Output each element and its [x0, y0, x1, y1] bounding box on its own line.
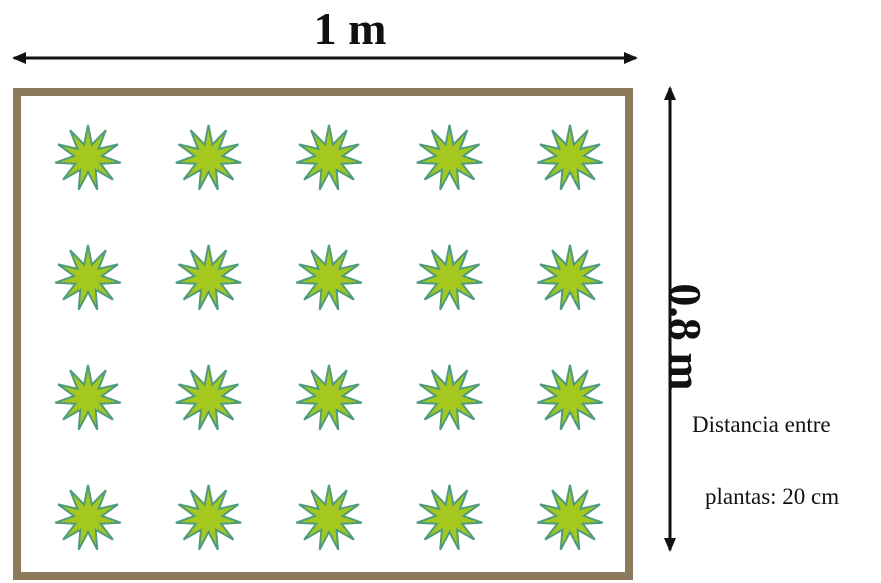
plant-star-icon	[416, 244, 483, 311]
spacing-note-line-1: Distancia entre	[692, 412, 831, 437]
plant-star-icon	[416, 124, 483, 191]
width-label: 1 m	[313, 3, 387, 54]
plant-star-icon	[416, 364, 483, 431]
plant-star-icon	[536, 124, 604, 191]
plant-star-icon	[175, 124, 242, 191]
plant-grid	[54, 124, 604, 551]
plant-star-icon	[536, 244, 604, 311]
spacing-note-line-2: plantas: 20 cm	[705, 484, 840, 509]
plant-star-icon	[54, 364, 122, 431]
plant-star-icon	[54, 124, 122, 191]
plant-star-icon	[175, 484, 242, 551]
plant-star-icon	[54, 484, 122, 551]
plant-star-icon	[295, 124, 363, 191]
plant-star-icon	[536, 484, 604, 551]
plant-star-icon	[54, 244, 122, 311]
height-label: 0.8 m	[660, 283, 711, 391]
plant-star-icon	[416, 484, 483, 551]
plant-star-icon	[295, 364, 363, 431]
plant-star-icon	[175, 244, 242, 311]
plant-star-icon	[295, 244, 363, 311]
plant-star-icon	[536, 364, 604, 431]
plant-star-icon	[175, 364, 242, 431]
plant-star-icon	[295, 484, 363, 551]
